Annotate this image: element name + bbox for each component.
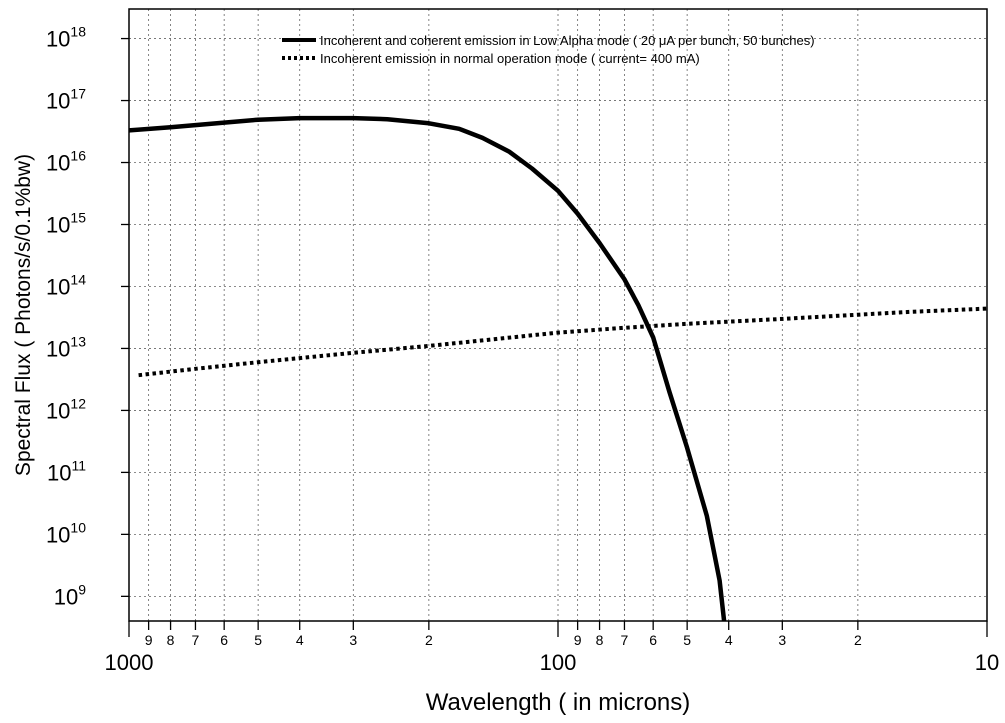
y-tick-label: 1014	[46, 271, 86, 299]
y-tick-label: 1017	[46, 86, 86, 114]
y-tick-label: 1016	[46, 148, 86, 176]
x-major-tick-label: 10	[975, 650, 999, 675]
x-minor-tick-label: 5	[254, 632, 262, 648]
x-major-tick-label: 1000	[105, 650, 154, 675]
x-minor-tick-label: 6	[220, 632, 228, 648]
x-minor-tick-label: 8	[596, 632, 604, 648]
x-minor-tick-label: 3	[349, 632, 357, 648]
series-line-normal-operation	[138, 306, 988, 378]
x-minor-tick-label: 8	[167, 632, 175, 648]
y-tick-label: 109	[54, 581, 86, 609]
x-minor-tick-label: 6	[649, 632, 657, 648]
x-major-tick-label: 100	[540, 650, 577, 675]
x-minor-tick-label: 2	[854, 632, 862, 648]
y-tick-label: 1010	[46, 519, 86, 547]
y-tick-label: 1013	[46, 333, 86, 361]
y-axis-title: Spectral Flux ( Photons/s/0.1%bw)	[12, 154, 35, 476]
legend-label-solid: Incoherent and coherent emission in Low …	[320, 33, 815, 48]
x-minor-tick-label: 5	[683, 632, 691, 648]
x-axis: 1000 100 109 8 7 6 5 4 3 2 9 8 7 6 5 4 3 2	[105, 621, 999, 675]
x-minor-tick-label: 7	[192, 632, 200, 648]
x-minor-tick-label: 3	[778, 632, 786, 648]
x-minor-tick-label: 7	[621, 632, 629, 648]
x-minor-tick-label: 2	[425, 632, 433, 648]
x-minor-tick-label: 9	[145, 632, 153, 648]
y-axis: 109 1010 1011 1012 1013 1014 1015 1016 1017 1018	[46, 24, 129, 609]
x-minor-tick-label: 4	[296, 632, 304, 648]
x-minor-tick-label: 9	[574, 632, 582, 648]
y-tick-label: 1018	[46, 24, 86, 52]
y-tick-label: 1011	[47, 457, 86, 485]
x-axis-title: Wavelength ( in microns)	[426, 689, 691, 716]
legend: Incoherent and coherent emission in Low …	[282, 33, 815, 66]
grid	[128, 9, 988, 621]
x-minor-tick-label: 4	[725, 632, 733, 648]
y-tick-label: 1015	[46, 209, 86, 237]
y-tick-label: 1012	[46, 395, 86, 423]
series-lines	[128, 115, 988, 622]
series-line-low-alpha	[128, 115, 727, 622]
legend-label-dotted: Incoherent emission in normal operation …	[320, 51, 700, 66]
